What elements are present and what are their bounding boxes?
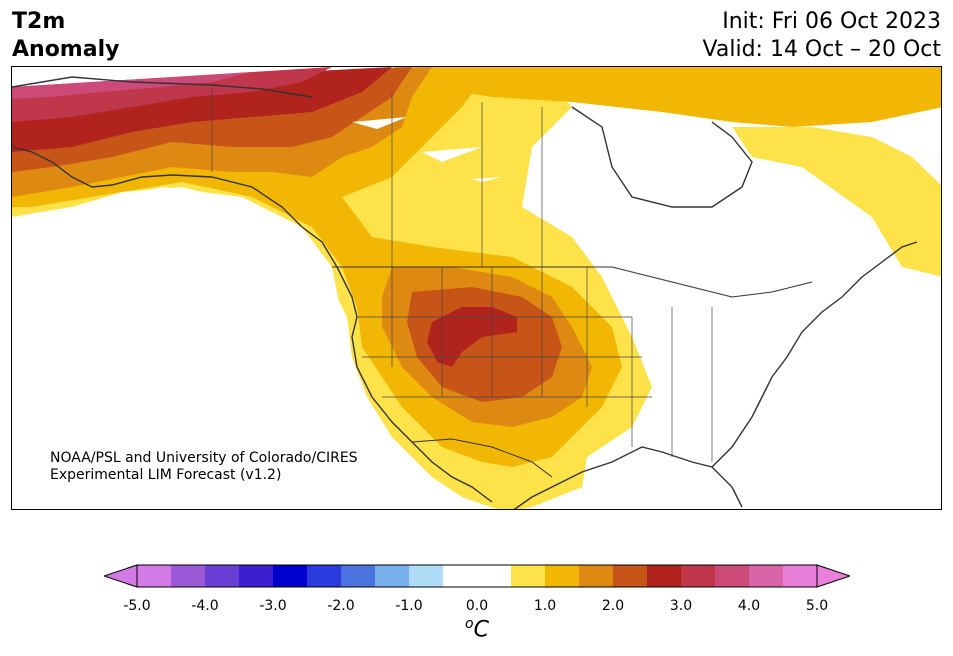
colorbar-tick-label: -2.0 xyxy=(327,598,355,614)
us-mexico-border xyxy=(411,438,553,478)
water-masks xyxy=(12,117,502,509)
colorbar-cells xyxy=(137,565,818,587)
colorbar-cell xyxy=(477,565,512,587)
great-lakes-bear xyxy=(352,117,407,129)
boundaries xyxy=(12,76,918,509)
title-line-1: T2m xyxy=(12,9,66,34)
colorbar-ticks: -5.0 -4.0 -3.0 -2.0 -1.0 0.0 1.0 2.0 3.0 4.0 5.0 xyxy=(0,598,953,618)
credit-line-2: Experimental LIM Forecast (v1.2) xyxy=(50,467,282,483)
pacific-ocean xyxy=(12,187,497,509)
map-title: T2m Anomaly xyxy=(12,8,119,64)
colorbar-tick-label: -4.0 xyxy=(191,598,219,614)
colorbar-cell xyxy=(647,565,682,587)
colorbar-under-arrow xyxy=(104,564,138,588)
anomaly-map: NOAA/PSL and University of Colorado/CIRE… xyxy=(11,66,942,510)
colorbar-outline xyxy=(136,564,818,588)
colorbar-cell xyxy=(239,565,274,587)
colorbar xyxy=(104,564,850,588)
colorbar-cell xyxy=(613,565,648,587)
colorbar-cell xyxy=(205,565,240,587)
colorbar-cell xyxy=(749,565,784,587)
colorbar-cell xyxy=(171,565,206,587)
anomaly-band-3-0 xyxy=(12,67,332,122)
colorbar-cell xyxy=(545,565,580,587)
colorbar-tick-label: 1.0 xyxy=(533,598,557,614)
unit-letter: C xyxy=(473,617,489,643)
colorbar-over-arrow xyxy=(816,564,850,588)
anomaly-band-2-0 xyxy=(12,67,562,402)
colorbar-cell xyxy=(409,565,444,587)
colorbar-cell xyxy=(511,565,546,587)
valid-date: Valid: 14 Oct – 20 Oct xyxy=(702,37,941,62)
gulf-coast xyxy=(513,446,743,509)
init-date: Init: Fri 06 Oct 2023 xyxy=(722,9,941,34)
anomaly-band-arctic xyxy=(392,67,941,127)
colorbar-cell xyxy=(375,565,410,587)
colorbar-cell xyxy=(715,565,750,587)
hudson-bay xyxy=(571,106,753,208)
colorbar-cell xyxy=(341,565,376,587)
colorbar-tick-label: -1.0 xyxy=(395,598,423,614)
credit-line-1: NOAA/PSL and University of Colorado/CIRE… xyxy=(50,450,358,466)
map-canvas xyxy=(12,67,941,509)
forecast-dates: Init: Fri 06 Oct 2023 Valid: 14 Oct – 20… xyxy=(703,8,941,64)
alaska-coast xyxy=(12,76,313,228)
colorbar-cell xyxy=(681,565,716,587)
anomaly-fills xyxy=(12,67,941,509)
atlantic-coast xyxy=(711,241,918,468)
colorbar-tick-label: 0.0 xyxy=(465,598,489,614)
colorbar-tick-label: 5.0 xyxy=(805,598,829,614)
state-lines xyxy=(211,87,713,462)
great-lakes-slave xyxy=(422,147,482,162)
colorbar-tick-label: 3.0 xyxy=(669,598,693,614)
colorbar-tick-label: -3.0 xyxy=(259,598,287,614)
anomaly-band-3-5 xyxy=(12,72,252,99)
colorbar-cell xyxy=(273,565,308,587)
colorbar-cell xyxy=(579,565,614,587)
lake-athabasca xyxy=(472,177,502,182)
title-line-2: Anomaly xyxy=(12,37,120,62)
colorbar-unit: oC xyxy=(465,616,489,642)
credit-text: NOAA/PSL and University of Colorado/CIRE… xyxy=(50,450,358,484)
pacific-coast xyxy=(301,226,493,503)
colorbar-tick-label: 4.0 xyxy=(737,598,761,614)
colorbar-tick-label: 2.0 xyxy=(601,598,625,614)
colorbar-cell xyxy=(137,565,172,587)
colorbar-tick-label: -5.0 xyxy=(123,598,151,614)
colorbar-cell xyxy=(783,565,818,587)
colorbar-cell xyxy=(443,565,478,587)
us-canada-border xyxy=(332,266,813,298)
unit-degree: o xyxy=(465,616,474,632)
colorbar-cell xyxy=(307,565,342,587)
anomaly-band-northeast xyxy=(732,127,941,277)
